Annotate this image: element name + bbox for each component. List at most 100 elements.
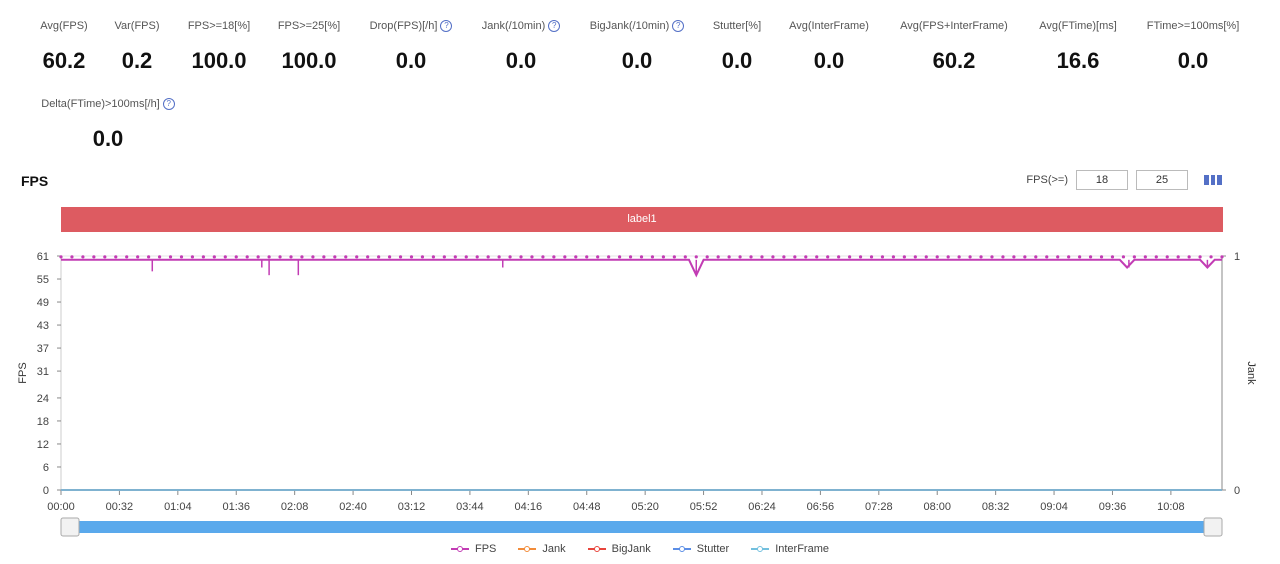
fps-point xyxy=(858,255,863,259)
metric-label-text: Avg(InterFrame) xyxy=(789,20,869,32)
fps-point xyxy=(147,255,151,259)
fps-threshold-low-input[interactable]: 18 xyxy=(1076,170,1128,190)
fps-point xyxy=(574,255,578,259)
fps-point xyxy=(1132,255,1136,259)
fps-point xyxy=(1088,255,1093,259)
info-icon[interactable]: ? xyxy=(162,98,175,110)
fps-point xyxy=(1045,255,1049,259)
fps-point xyxy=(190,255,195,259)
fps-threshold-high-input[interactable]: 25 xyxy=(1136,170,1188,190)
zoom-handle-left[interactable] xyxy=(60,517,80,537)
metric-label: FTime>=100ms[%] xyxy=(1147,20,1240,32)
metric-label-text: FPS>=18[%] xyxy=(187,20,251,32)
metric-12: Delta(FTime)>100ms[/h]? 0.0 xyxy=(38,94,178,152)
zoom-handle-right[interactable] xyxy=(1203,517,1223,537)
fps-point xyxy=(1121,255,1126,259)
fps-point xyxy=(70,255,74,259)
fps-point xyxy=(1176,255,1180,259)
zoom-range-bar[interactable] xyxy=(69,521,1214,533)
x-tick-label: 05:52 xyxy=(690,501,718,513)
fps-point xyxy=(563,255,567,259)
fps-point xyxy=(782,255,786,259)
fps-point xyxy=(617,255,622,259)
fps-point xyxy=(628,255,633,259)
metric-label-text: Avg(FPS+InterFrame) xyxy=(900,20,1008,32)
metric-value: 0.0 xyxy=(395,48,427,73)
info-icon[interactable]: ? xyxy=(440,20,453,32)
x-tick-label: 04:16 xyxy=(515,501,543,513)
metric-6: BigJank(/10min)? 0.0 xyxy=(567,16,707,74)
legend-label: Jank xyxy=(542,543,566,555)
fps-point xyxy=(1034,255,1038,259)
legend-symbol xyxy=(672,546,691,552)
fps-point xyxy=(179,255,184,259)
y-tick-label: 61 xyxy=(37,251,49,263)
fps-point xyxy=(1209,255,1213,259)
legend-item-interframe[interactable]: InterFrame xyxy=(751,543,829,555)
x-tick-label: 05:20 xyxy=(631,501,659,513)
fps-point xyxy=(968,255,972,259)
fps-point xyxy=(157,255,162,259)
fps-point xyxy=(223,255,227,259)
fps-point xyxy=(114,255,118,259)
x-tick-label: 04:48 xyxy=(573,501,601,513)
legend-item-fps[interactable]: FPS xyxy=(451,543,496,555)
y-tick-label: 12 xyxy=(37,439,49,451)
x-tick-label: 06:56 xyxy=(807,501,835,513)
y-tick-label: 31 xyxy=(37,366,49,378)
fps-point xyxy=(683,255,687,259)
metric-0: Avg(FPS) 60.2 xyxy=(0,16,134,74)
fps-point xyxy=(552,255,556,259)
fps-point xyxy=(486,255,490,259)
plot-area xyxy=(60,255,1223,491)
y2-axis-label: Jank xyxy=(1245,361,1257,385)
fps-point xyxy=(913,255,917,259)
x-tick-label: 09:36 xyxy=(1099,501,1127,513)
fps-point xyxy=(344,255,348,259)
fps-point xyxy=(508,255,512,259)
fps-point xyxy=(596,255,600,259)
fps-point xyxy=(311,255,315,259)
fps-point xyxy=(585,255,589,259)
metric-label-text: Delta(FTime)>100ms[/h] xyxy=(41,98,160,110)
metric-label: Avg(FTime)[ms] xyxy=(1039,20,1117,32)
info-icon[interactable]: ? xyxy=(548,20,561,32)
metric-label-text: Avg(FPS) xyxy=(40,20,88,32)
label-bar[interactable]: label1 xyxy=(61,207,1223,232)
legend-item-jank[interactable]: Jank xyxy=(518,543,566,555)
x-tick-label: 03:44 xyxy=(456,501,484,513)
info-icon[interactable]: ? xyxy=(672,20,685,32)
fps-point xyxy=(979,255,983,259)
fps-point xyxy=(902,255,906,259)
metric-label: Delta(FTime)>100ms[/h]? xyxy=(41,98,175,110)
x-tick-label: 01:04 xyxy=(164,501,192,513)
fps-point xyxy=(771,255,775,259)
fps-point xyxy=(333,255,337,259)
fps-point xyxy=(1220,255,1224,259)
x-tick-label: 08:00 xyxy=(923,501,951,513)
fps-point xyxy=(267,255,271,259)
legend-item-bigjank[interactable]: BigJank xyxy=(587,543,651,555)
metric-9: Avg(FPS+InterFrame) 60.2 xyxy=(884,16,1024,74)
legend-item-stutter[interactable]: Stutter xyxy=(672,543,729,555)
legend-symbol xyxy=(587,546,606,552)
metrics-panel: Avg(FPS) 60.2 Var(FPS) 0.2 FPS>=18[%] 100.0 FP… xyxy=(0,0,1280,160)
fps-point xyxy=(201,255,205,259)
y-tick-label: 55 xyxy=(37,274,49,286)
fps-point xyxy=(804,255,808,259)
metric-label-text: BigJank(/10min) xyxy=(589,20,670,32)
fps-point xyxy=(92,255,96,259)
fps-point xyxy=(453,255,457,259)
metric-4: Drop(FPS)[/h]? 0.0 xyxy=(341,16,481,74)
metric-label: Stutter[%] xyxy=(713,20,761,32)
x-tick-label: 01:36 xyxy=(222,501,250,513)
metric-label-text: Jank(/10min) xyxy=(481,20,546,32)
fps-point xyxy=(1099,255,1104,259)
fps-point xyxy=(848,255,852,259)
x-tick-label: 02:08 xyxy=(281,501,309,513)
metric-label-text: Stutter[%] xyxy=(712,20,762,32)
metric-5: Jank(/10min)? 0.0 xyxy=(451,16,591,74)
fps-point xyxy=(420,255,425,259)
metric-label-text: Avg(FTime)[ms] xyxy=(1039,20,1117,32)
table-view-icon[interactable] xyxy=(1204,175,1223,185)
